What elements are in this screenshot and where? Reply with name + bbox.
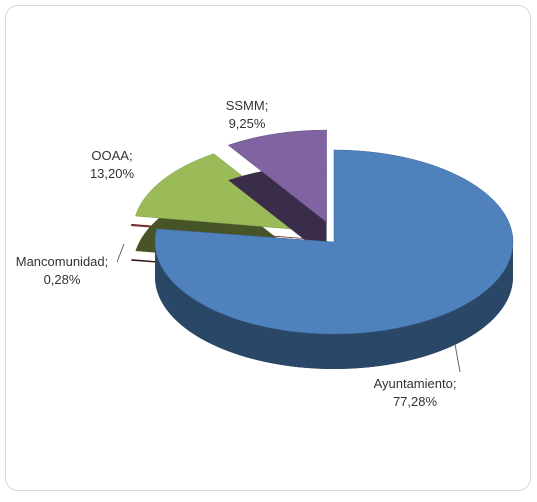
slice	[154, 149, 514, 335]
leader-line	[454, 343, 461, 373]
data-label-name: Ayuntamiento;	[374, 376, 457, 391]
data-label-name: Mancomunidad;	[16, 254, 109, 269]
slice	[227, 129, 327, 223]
leader-line	[116, 243, 125, 263]
data-label-value: 77,28%	[393, 394, 438, 409]
data-label-value: 13,20%	[90, 166, 135, 181]
data-label-value: 9,25%	[229, 116, 266, 131]
slice	[135, 153, 313, 232]
data-label-name: SSMM;	[226, 98, 269, 113]
slice-side	[155, 242, 513, 369]
data-label-name: OOAA;	[91, 148, 132, 163]
data-label-value: 0,28%	[44, 272, 81, 287]
